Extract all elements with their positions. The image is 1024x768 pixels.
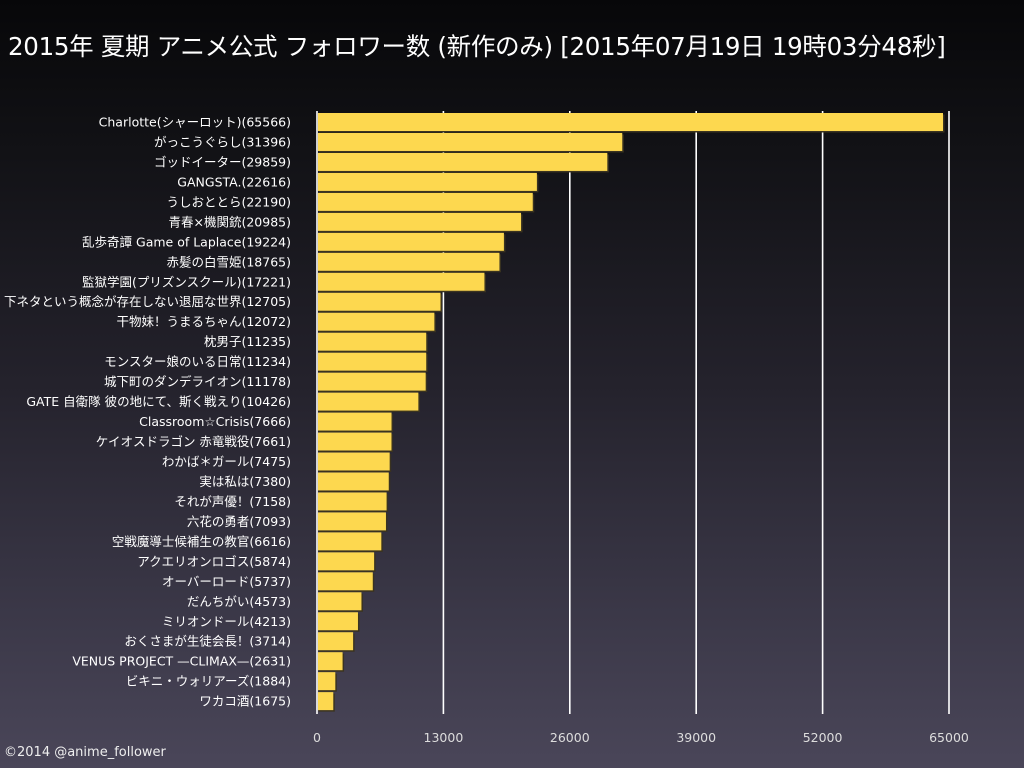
- copyright-text: ©2014 @anime_follower: [4, 745, 166, 760]
- category-label: ゴッドイーター(29859): [154, 154, 291, 169]
- category-label: アクエリオンロゴス(5874): [137, 554, 291, 569]
- bar: [318, 113, 943, 131]
- category-label: 監獄学園(プリズンスクール)(17221): [82, 274, 291, 289]
- bar: [318, 372, 426, 391]
- bar: [318, 532, 382, 551]
- bar: [318, 352, 427, 371]
- category-label: GANGSTA.(22616): [177, 174, 291, 189]
- bar: [318, 692, 334, 711]
- bar: [318, 652, 343, 671]
- bar: [318, 452, 390, 471]
- category-label: 青春×機関銃(20985): [169, 214, 292, 229]
- chart-title: 2015年 夏期 アニメ公式 フォロワー数 (新作のみ) [2015年07月19…: [8, 32, 946, 61]
- x-tick-label: 13000: [424, 730, 464, 745]
- x-tick-label: 26000: [550, 730, 590, 745]
- category-label: 下ネタという概念が存在しない退屈な世界(12705): [4, 294, 291, 309]
- bar: [318, 412, 392, 431]
- category-label: GATE 自衛隊 彼の地にて、斯く戦えり(10426): [26, 394, 291, 409]
- bar: [318, 192, 533, 211]
- bar: [318, 632, 354, 651]
- bar: [318, 312, 435, 331]
- category-label: 城下町のダンデライオン(11178): [104, 374, 291, 389]
- bar: [318, 252, 500, 271]
- bar: [318, 132, 623, 151]
- category-label: うしおととら(22190): [166, 194, 291, 209]
- x-tick-label: 52000: [803, 730, 843, 745]
- bar: [318, 512, 386, 531]
- bar: [318, 572, 373, 591]
- category-label: Charlotte(シャーロット)(65566): [99, 115, 291, 130]
- category-label: 赤髪の白雪姫(18765): [166, 254, 291, 269]
- x-tick-labels: 0 13000 26000 39000 52000 65000: [313, 730, 969, 745]
- bars: [318, 113, 945, 712]
- bar: [318, 212, 522, 231]
- category-label: 実は私は(7380): [199, 474, 291, 489]
- bar: [318, 392, 419, 411]
- category-label: ワカコ酒(1675): [199, 694, 291, 709]
- category-label: Classroom☆Crisis(7666): [139, 414, 291, 429]
- bar: [318, 292, 441, 311]
- bar: [318, 172, 537, 191]
- category-label: モンスター娘のいる日常(11234): [104, 354, 291, 369]
- category-label: ミリオンドール(4213): [162, 614, 291, 629]
- category-label: オーバーロード(5737): [162, 574, 291, 589]
- bar: [318, 672, 336, 691]
- category-label: それが声優！(7158): [174, 494, 291, 509]
- category-label: だんちがい(4573): [187, 594, 291, 609]
- category-label: VENUS PROJECT —CLIMAX—(2631): [72, 654, 291, 669]
- category-label: ビキニ・ウォリアーズ(1884): [126, 674, 291, 689]
- bar: [318, 432, 392, 451]
- bar: [318, 592, 362, 611]
- x-tick-label: 65000: [929, 730, 969, 745]
- bar: [318, 472, 389, 491]
- category-label: 空戦魔導士候補生の教官(6616): [112, 534, 291, 549]
- category-label: 六花の勇者(7093): [187, 514, 291, 529]
- bar: [318, 152, 608, 171]
- bar: [318, 232, 504, 251]
- category-label: 枕男子(11235): [204, 334, 291, 349]
- bar: [318, 492, 387, 511]
- bar: [318, 332, 427, 351]
- category-label: 干物妹！うまるちゃん(12072): [116, 314, 291, 329]
- category-label: わかば＊ガール(7475): [162, 454, 291, 469]
- bar: [318, 612, 358, 631]
- category-label: がっこうぐらし(31396): [154, 134, 291, 149]
- category-label: 乱歩奇譚 Game of Laplace(19224): [82, 234, 291, 249]
- x-tick-label: 39000: [676, 730, 716, 745]
- category-label: おくさまが生徒会長！(3714): [124, 634, 291, 649]
- bar: [318, 552, 375, 571]
- category-labels: Charlotte(シャーロット)(65566) がっこうぐらし(31396) ゴッ…: [4, 115, 291, 709]
- x-tick-label: 0: [313, 730, 321, 745]
- category-label: ケイオスドラゴン 赤竜戦役(7661): [96, 434, 291, 449]
- bar: [318, 272, 485, 291]
